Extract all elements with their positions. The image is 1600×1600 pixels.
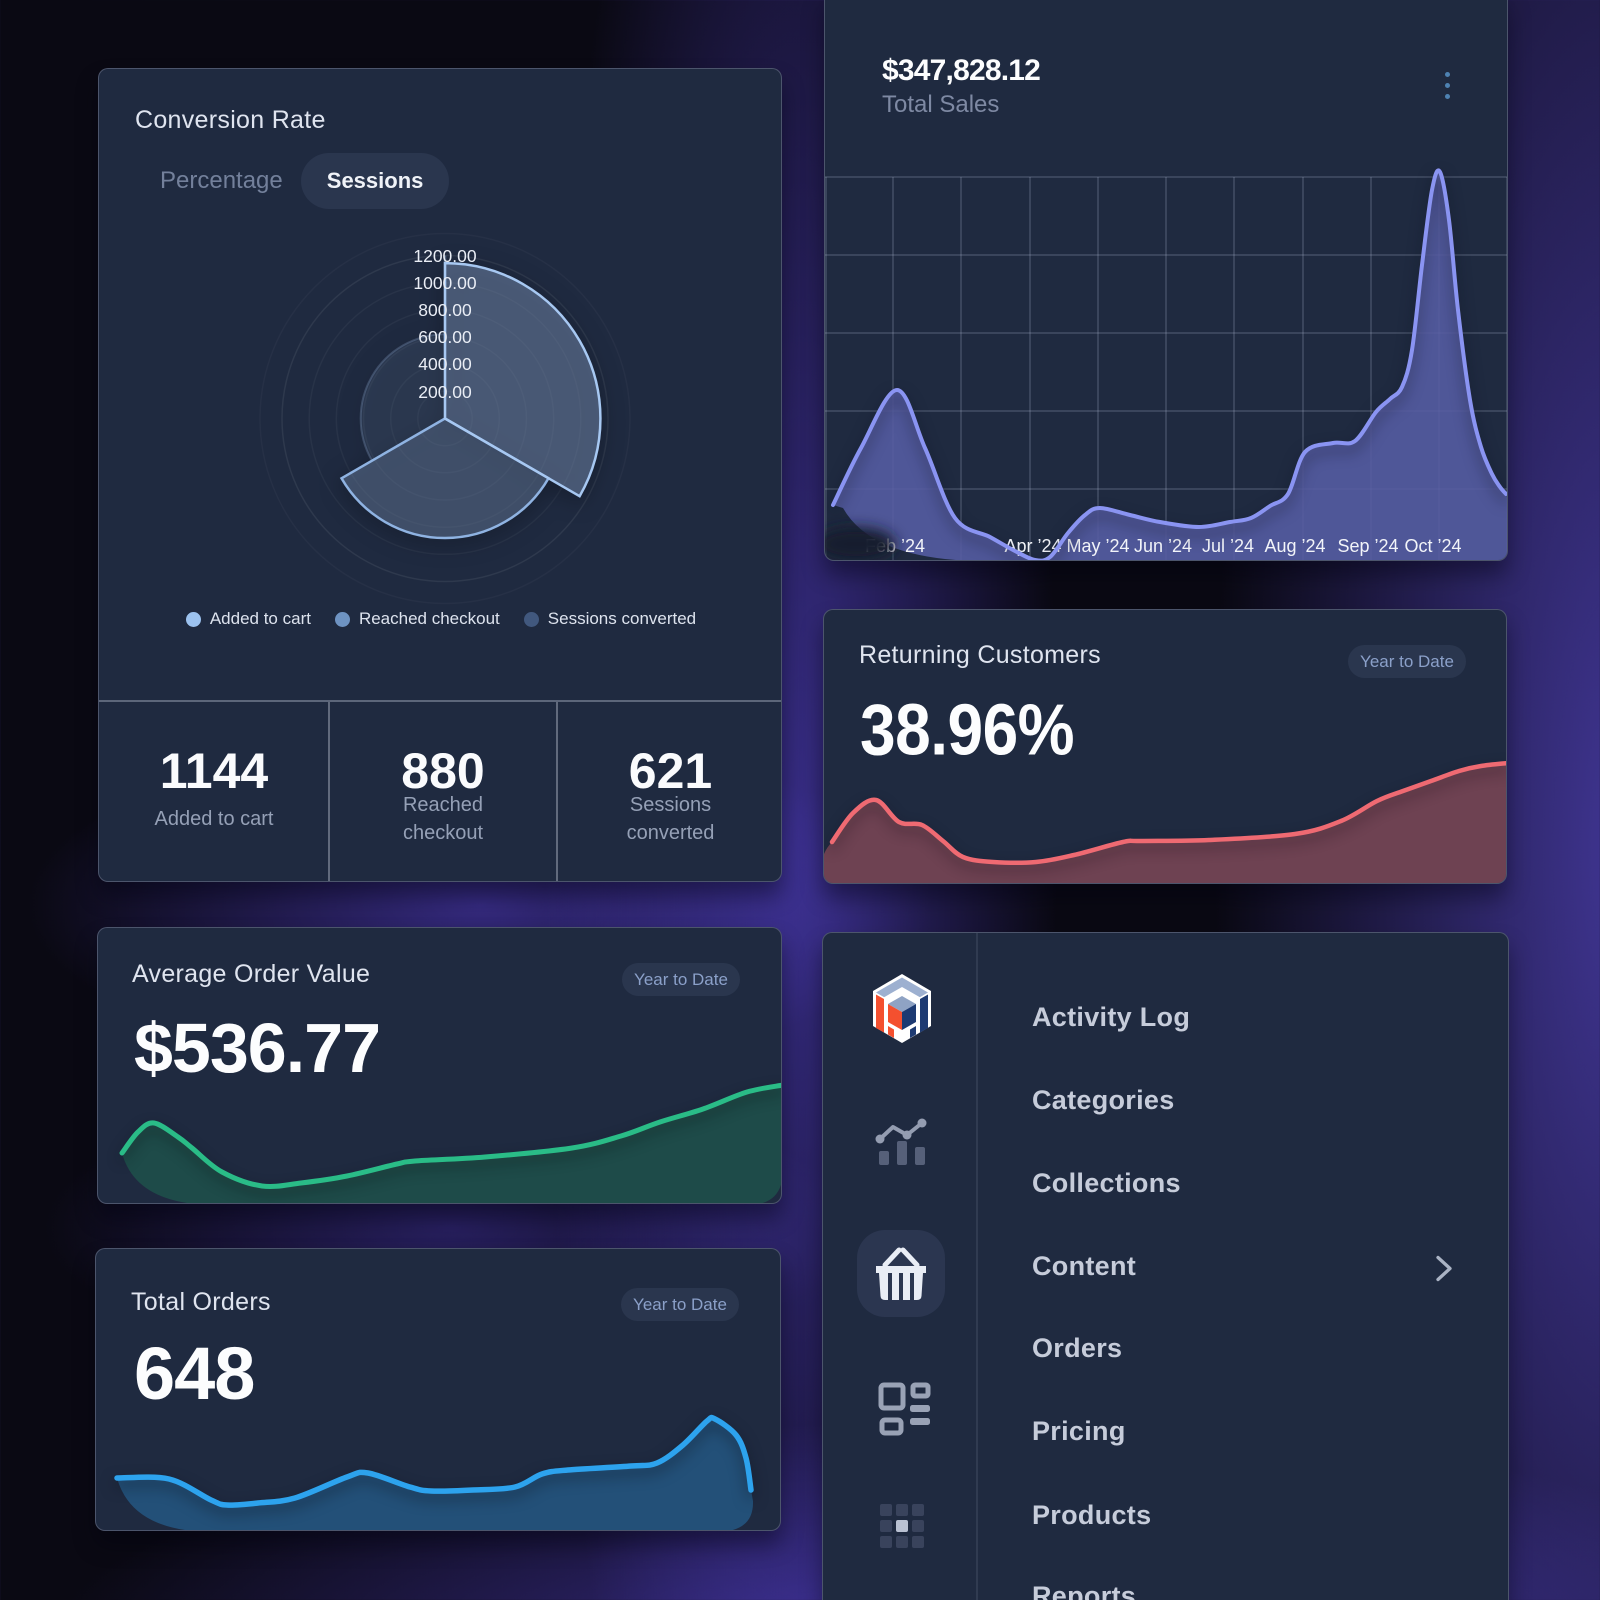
svg-text:Aug ’24: Aug ’24 (1264, 536, 1325, 556)
svg-text:800.00: 800.00 (418, 300, 472, 320)
svg-text:200.00: 200.00 (418, 382, 472, 402)
svg-text:Oct ’24: Oct ’24 (1404, 536, 1461, 556)
svg-text:Jul ’24: Jul ’24 (1202, 536, 1254, 556)
svg-text:1200.00: 1200.00 (413, 246, 477, 266)
svg-text:600.00: 600.00 (418, 327, 472, 347)
svg-text:Sep ’24: Sep ’24 (1337, 536, 1398, 556)
svg-text:400.00: 400.00 (418, 354, 472, 374)
svg-text:1000.00: 1000.00 (413, 273, 477, 293)
svg-text:Jun ’24: Jun ’24 (1134, 536, 1192, 556)
svg-text:May ’24: May ’24 (1066, 536, 1129, 556)
